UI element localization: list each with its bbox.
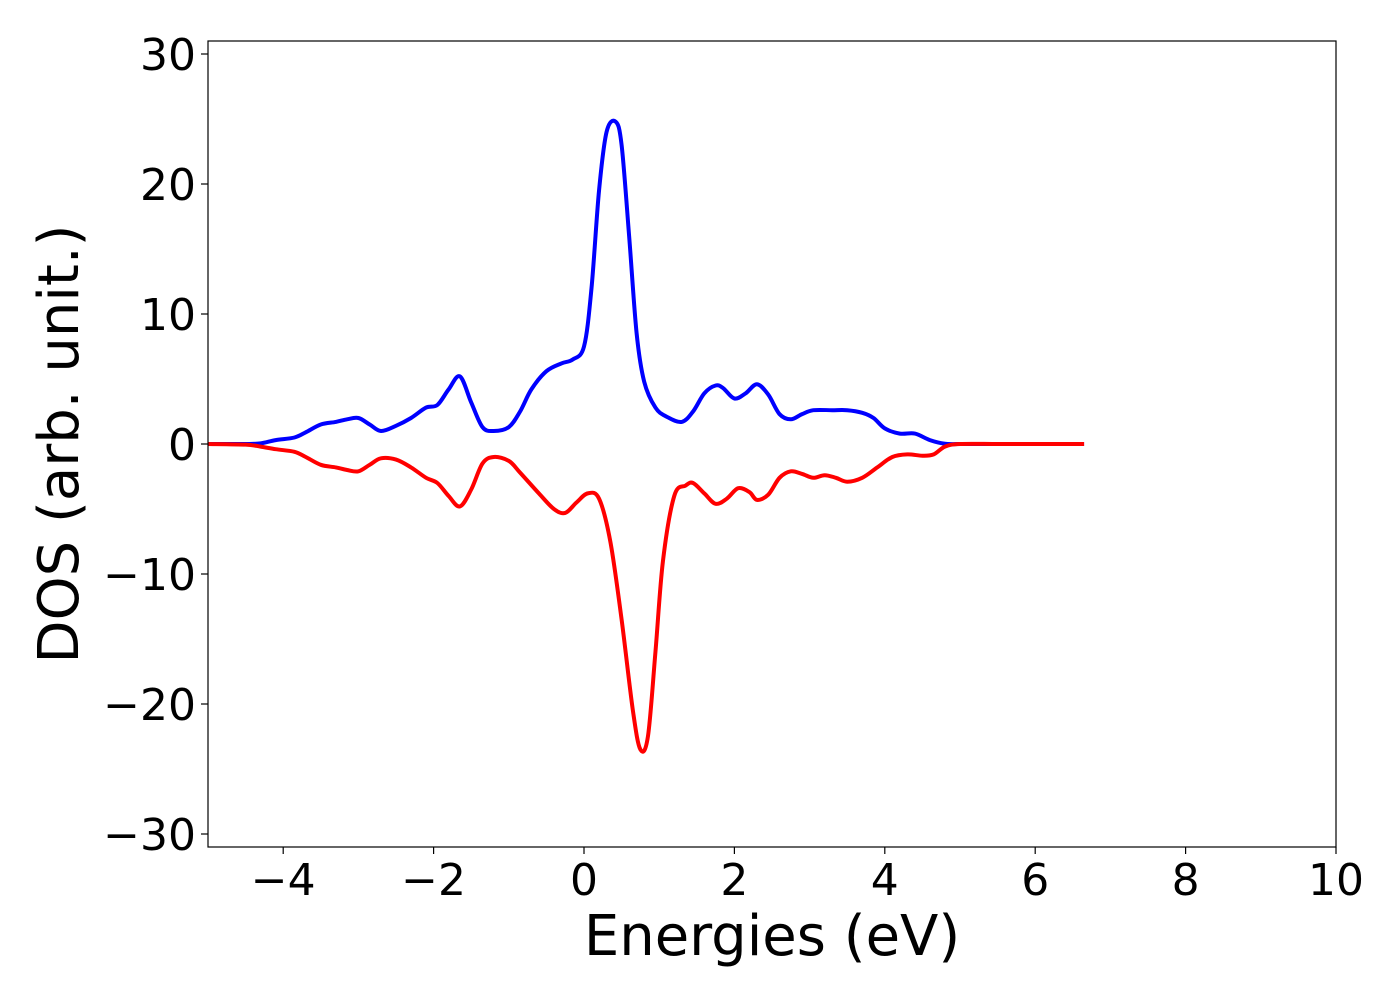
y-tick-label: 20 [140,160,196,211]
x-tick-label: 0 [570,855,598,906]
y-tick-label: −20 [103,680,196,731]
x-axis-label: Energies (eV) [584,904,960,969]
x-tick-label: 2 [720,855,748,906]
plot-frame [207,40,1337,848]
y-tick-label: 10 [140,290,196,341]
x-tick-label: 8 [1172,855,1200,906]
y-tick-label: −10 [103,550,196,601]
y-axis: 30 20 10 0 −10 −20 −30 [103,30,208,861]
y-tick-label: 0 [168,420,196,471]
x-tick-label: −4 [251,855,316,906]
x-tick-label: 10 [1308,855,1364,906]
x-axis: −4 −2 0 2 4 6 8 10 [251,847,1364,906]
x-tick-label: 4 [871,855,899,906]
series-line-2 [207,441,1085,754]
series-line-1 [207,118,1085,447]
x-tick-label: −2 [401,855,466,906]
y-tick-label: 30 [140,30,196,81]
y-tick-label: −30 [103,810,196,861]
series-layer [207,118,1085,754]
y-axis-label: DOS (arb. unit.) [27,224,92,663]
x-tick-label: 6 [1021,855,1049,906]
